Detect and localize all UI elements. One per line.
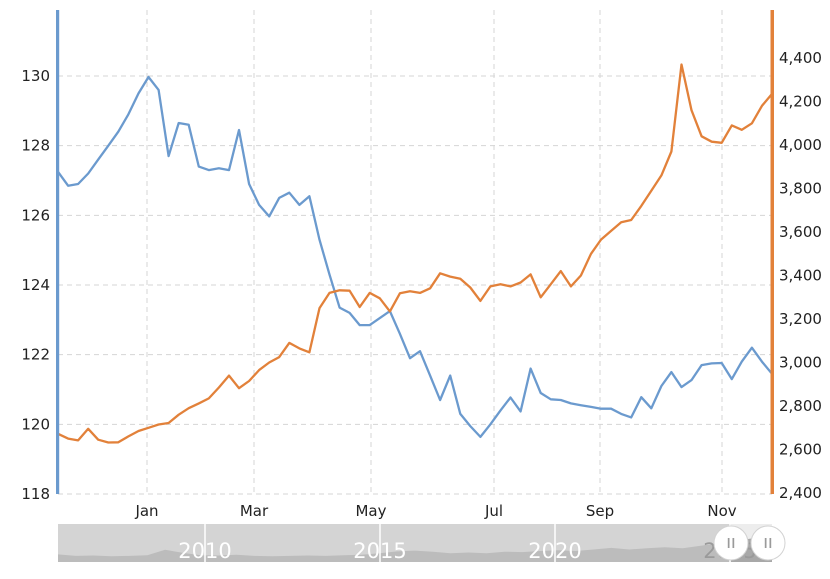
- right-axis-tick-label: 4,000: [779, 136, 822, 154]
- right-axis-tick-label: 2,800: [779, 397, 822, 415]
- right-axis-tick-label: 3,400: [779, 267, 822, 285]
- right-axis-tick-label: 3,600: [779, 223, 822, 241]
- navigator-year-label: 2010: [178, 539, 231, 563]
- orange-series-line: [56, 63, 774, 444]
- right-axis-tick-label: 4,200: [779, 93, 822, 111]
- right-axis-tick-label: 4,400: [779, 49, 822, 67]
- right-axis-line: [770, 10, 774, 494]
- navigator-handle-right[interactable]: [750, 525, 786, 561]
- right-axis-tick-label: 3,000: [779, 354, 822, 372]
- drag-handle-icon: [727, 538, 735, 548]
- plot-area[interactable]: [58, 10, 772, 494]
- right-axis-tick-label: 2,600: [779, 441, 822, 459]
- x-axis-month-label: Nov: [707, 502, 736, 520]
- left-axis-tick-label: 126: [21, 206, 50, 224]
- left-axis-tick-label: 122: [21, 346, 50, 364]
- left-axis-tick-label: 130: [21, 67, 50, 85]
- left-axis-line: [56, 10, 60, 494]
- navigator-handle-left[interactable]: [713, 525, 749, 561]
- left-axis-tick-label: 128: [21, 137, 50, 155]
- left-axis-tick-label: 124: [21, 276, 50, 294]
- right-axis-tick-label: 3,800: [779, 180, 822, 198]
- handle-circle[interactable]: [713, 525, 749, 561]
- x-axis-month-label: Jan: [134, 502, 158, 520]
- navigator[interactable]: 2010201520202025: [58, 524, 786, 563]
- x-axis-month-label: May: [355, 502, 386, 520]
- x-axis-month-label: Mar: [240, 502, 269, 520]
- drag-handle-icon: [764, 538, 772, 548]
- right-axis-tick-label: 3,200: [779, 310, 822, 328]
- left-axis-tick-label: 118: [21, 485, 50, 503]
- x-axis-month-label: Sep: [586, 502, 614, 520]
- blue-series-line: [56, 75, 774, 439]
- x-axis-month-label: Jul: [484, 502, 503, 520]
- navigator-year-label: 2015: [353, 539, 406, 563]
- handle-circle[interactable]: [750, 525, 786, 561]
- navigator-sparkline-area: [58, 536, 772, 562]
- right-axis-tick-label: 2,400: [779, 484, 822, 502]
- left-axis-tick-label: 120: [21, 415, 50, 433]
- navigator-year-label: 2020: [528, 539, 581, 563]
